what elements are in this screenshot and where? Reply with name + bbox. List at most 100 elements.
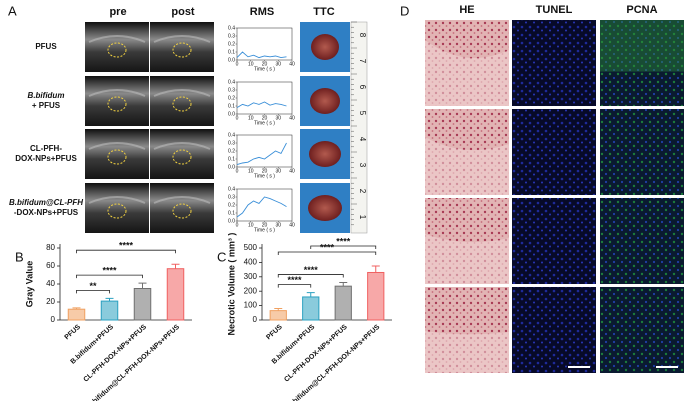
- category-label: CL-PFH-DOX-NPs+PFUS: [83, 323, 149, 383]
- bar: [302, 296, 320, 321]
- y-tick-label: 0.1: [228, 49, 235, 55]
- tissue-echo: [88, 89, 146, 97]
- x-tick-label: 10: [248, 168, 254, 174]
- column-header: PCNA: [626, 4, 657, 16]
- category-label: PFUS: [265, 323, 284, 341]
- bar: [67, 308, 86, 321]
- ultrasound-image: [150, 183, 214, 233]
- x-tick-label: 40: [289, 115, 295, 121]
- y-tick-label: 0.1: [228, 103, 235, 109]
- tissue-region: [425, 137, 509, 195]
- tissue-region: [425, 234, 509, 284]
- y-tick-label: 0.1: [228, 210, 235, 216]
- ultrasound-image: [85, 129, 149, 179]
- bar: [100, 300, 119, 321]
- error-bar: [105, 297, 114, 302]
- column-header: post: [171, 6, 195, 18]
- y-axis-label: Gray Value: [24, 261, 34, 308]
- tumor-outline: [172, 149, 192, 165]
- significance-label: ****: [287, 275, 302, 285]
- y-tick-label: 0.0: [228, 164, 235, 170]
- y-tick-label: 0.3: [228, 194, 235, 200]
- x-tick-label: 40: [289, 168, 295, 174]
- tissue-echo: [153, 196, 211, 204]
- tissue-echo: [88, 196, 146, 204]
- x-tick-label: 30: [275, 168, 281, 174]
- stain-region: [600, 20, 684, 72]
- ruler-number: 4: [358, 137, 367, 142]
- row-label: CL-PFH-: [30, 144, 62, 153]
- y-tick-label: 40: [46, 279, 55, 288]
- ultrasound-image: [150, 76, 214, 126]
- significance-label: **: [89, 281, 97, 291]
- ttc-tumor: [309, 141, 341, 167]
- y-tick-label: 0.4: [228, 132, 235, 138]
- plot-frame: [236, 134, 293, 168]
- significance-bracket: [277, 284, 312, 288]
- significance-label: ****: [119, 241, 134, 251]
- category-label: PFUS: [64, 323, 83, 341]
- x-tick-label: 40: [289, 222, 295, 228]
- y-tick-label: 200: [244, 286, 258, 295]
- y-tick-label: 0.2: [228, 41, 235, 47]
- tissue-echo: [153, 35, 211, 43]
- y-tick-label: 0: [253, 315, 258, 324]
- column-header: RMS: [250, 6, 274, 18]
- tissue-region: [425, 40, 509, 106]
- x-tick-label: 30: [275, 61, 281, 67]
- x-tick-label: 20: [262, 168, 268, 174]
- error-bar: [274, 307, 283, 311]
- error-bar: [72, 307, 81, 310]
- panel-label: B: [15, 249, 24, 264]
- ttc-tumor: [308, 195, 342, 221]
- y-tick-label: 0.1: [228, 156, 235, 162]
- significance-bracket: [277, 251, 377, 255]
- micrograph: [512, 287, 596, 373]
- y-tick-label: 0.4: [228, 79, 235, 85]
- x-axis-label: Time ( s ): [254, 66, 275, 72]
- ruler: [350, 21, 368, 234]
- x-tick-label: 10: [248, 115, 254, 121]
- tissue-region: [425, 331, 509, 373]
- y-tick-label: 80: [46, 243, 55, 252]
- y-tick-label: 500: [244, 243, 258, 252]
- ruler-number: 5: [358, 111, 367, 116]
- y-tick-label: 0.3: [228, 140, 235, 146]
- row-label: B.bifidum@CL-PFH: [9, 198, 83, 207]
- tissue-echo: [88, 142, 146, 150]
- significance-bracket: [76, 290, 110, 294]
- micrograph: [512, 198, 596, 284]
- category-label: CL-PFH-DOX-NPs+PFUS: [283, 323, 349, 383]
- significance-label: ****: [336, 236, 351, 246]
- tumor-outline: [172, 96, 192, 112]
- tissue-echo: [88, 35, 146, 43]
- ruler-number: 3: [358, 163, 367, 168]
- x-tick-label: 30: [275, 222, 281, 228]
- error-bar: [339, 282, 348, 287]
- y-tick-label: 100: [244, 301, 258, 310]
- y-tick-label: 400: [244, 258, 258, 267]
- micrograph: [600, 20, 684, 106]
- x-tick-label: 0: [236, 222, 239, 228]
- panel-label: D: [400, 3, 409, 18]
- ultrasound-image: [85, 22, 149, 72]
- y-tick-label: 0.2: [228, 95, 235, 101]
- column-header: TUNEL: [536, 4, 573, 16]
- significance-label: ****: [304, 265, 319, 275]
- rms-line: [236, 196, 287, 218]
- ruler-number: 7: [358, 59, 367, 64]
- column-header: HE: [459, 4, 474, 16]
- tumor-outline: [107, 149, 127, 165]
- y-tick-label: 0.2: [228, 202, 235, 208]
- ruler-number: 6: [358, 85, 367, 90]
- tissue-echo: [153, 89, 211, 97]
- x-tick-label: 20: [262, 115, 268, 121]
- error-bar: [138, 282, 147, 289]
- x-tick-label: 10: [248, 222, 254, 228]
- x-axis-label: Time ( s ): [254, 173, 275, 179]
- y-tick-label: 0.0: [228, 111, 235, 117]
- significance-bracket: [76, 274, 143, 279]
- panel-label: C: [217, 249, 226, 264]
- y-tick-label: 0.3: [228, 33, 235, 39]
